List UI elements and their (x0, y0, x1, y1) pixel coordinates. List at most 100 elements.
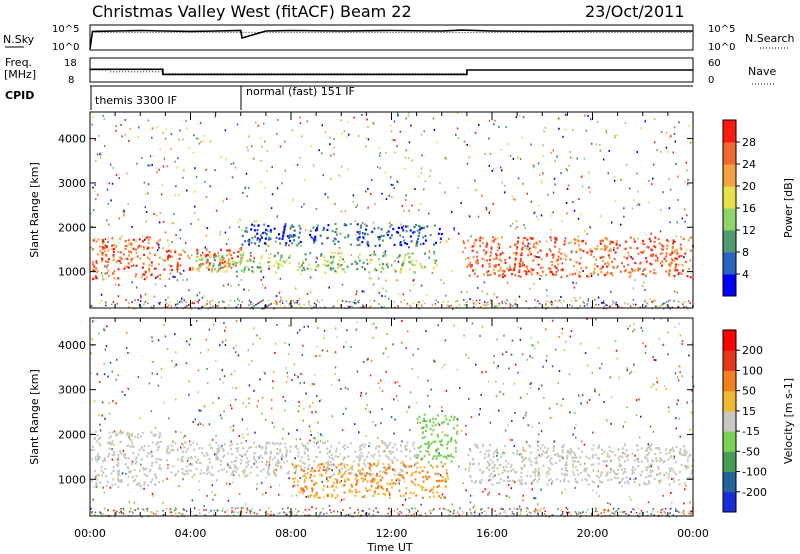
echo-cell (151, 494, 154, 497)
echo-cell (440, 461, 443, 464)
echo-cell (231, 407, 233, 410)
echo-cell (606, 455, 609, 458)
echo-cell (523, 465, 526, 468)
clutter-cell (237, 507, 239, 509)
echo-cell (297, 455, 300, 458)
echo-cell (396, 256, 399, 259)
echo-cell (316, 257, 319, 260)
echo-cell (243, 470, 246, 473)
echo-cell (422, 486, 425, 489)
echo-cell (570, 251, 573, 254)
clutter-cell (193, 513, 196, 516)
echo-cell (95, 458, 98, 462)
echo-cell (415, 241, 418, 245)
echo-cell (689, 141, 692, 144)
echo-cell (504, 191, 506, 194)
echo-cell (412, 441, 415, 444)
echo-cell (372, 253, 375, 256)
echo-cell (188, 146, 190, 149)
echo-cell (383, 471, 386, 474)
echo-cell (148, 470, 151, 473)
echo-cell (174, 251, 177, 254)
echo-cell (675, 416, 677, 419)
echo-cell (665, 255, 668, 258)
echo-cell (561, 491, 563, 494)
echo-cell (317, 432, 319, 435)
echo-cell (584, 242, 587, 245)
clutter-cell (472, 299, 474, 302)
echo-cell (362, 478, 365, 481)
echo-cell (561, 269, 564, 272)
echo-cell (599, 215, 602, 218)
echo-cell (649, 469, 652, 472)
echo-cell (230, 453, 233, 456)
echo-cell (389, 176, 392, 179)
echo-cell (443, 462, 446, 465)
clutter-cell (494, 510, 497, 512)
echo-cell (414, 463, 416, 466)
echo-cell (594, 298, 596, 301)
echo-cell (607, 254, 610, 257)
clutter-cell (475, 299, 478, 302)
echo-cell (361, 265, 364, 269)
echo-cell (181, 471, 184, 474)
echo-cell (504, 469, 507, 472)
echo-cell (340, 463, 343, 466)
echo-cell (223, 467, 226, 470)
echo-cell (295, 465, 298, 468)
echo-cell (568, 242, 571, 245)
clutter-cell (362, 306, 364, 309)
echo-cell (590, 142, 593, 145)
echo-cell (386, 233, 389, 237)
echo-cell (650, 232, 652, 235)
echo-cell (491, 461, 494, 464)
echo-cell (343, 498, 345, 501)
echo-cell (432, 429, 435, 432)
echo-cell (408, 141, 411, 144)
echo-cell (157, 481, 160, 484)
echo-cell (493, 257, 496, 261)
echo-cell (148, 236, 151, 239)
clutter-cell (176, 302, 178, 305)
echo-cell (428, 475, 431, 478)
echo-cell (267, 474, 270, 477)
echo-cell (649, 444, 652, 448)
echo-cell (586, 275, 589, 278)
echo-cell (167, 445, 170, 448)
echo-cell (501, 181, 503, 184)
echo-cell (442, 455, 445, 458)
echo-cell (594, 453, 597, 456)
echo-cell (589, 225, 591, 228)
echo-cell (446, 434, 449, 437)
echo-cell (488, 265, 491, 268)
clutter-cell (676, 510, 679, 512)
echo-cell (505, 465, 508, 468)
clutter-cell (632, 303, 635, 306)
echo-cell (305, 476, 308, 480)
echo-cell (261, 445, 264, 448)
echo-cell (404, 498, 407, 501)
echo-cell (597, 347, 600, 350)
echo-cell (335, 447, 338, 450)
echo-cell (278, 493, 280, 496)
echo-cell (540, 384, 543, 387)
echo-cell (522, 458, 525, 462)
echo-cell (575, 269, 578, 272)
echo-cell (151, 336, 153, 339)
echo-cell (390, 479, 393, 482)
echo-cell (436, 486, 439, 489)
echo-cell (537, 472, 540, 475)
echo-cell (473, 511, 476, 514)
echo-cell (683, 512, 685, 515)
echo-cell (241, 256, 244, 259)
echo-cell (492, 455, 495, 458)
echo-cell (95, 482, 98, 485)
clutter-cell (295, 514, 298, 516)
echo-cell (488, 443, 491, 447)
echo-cell (427, 450, 430, 453)
echo-cell (360, 451, 363, 454)
echo-cell (355, 234, 357, 237)
echo-cell (456, 127, 459, 130)
echo-cell (211, 484, 214, 487)
echo-cell (299, 227, 302, 230)
